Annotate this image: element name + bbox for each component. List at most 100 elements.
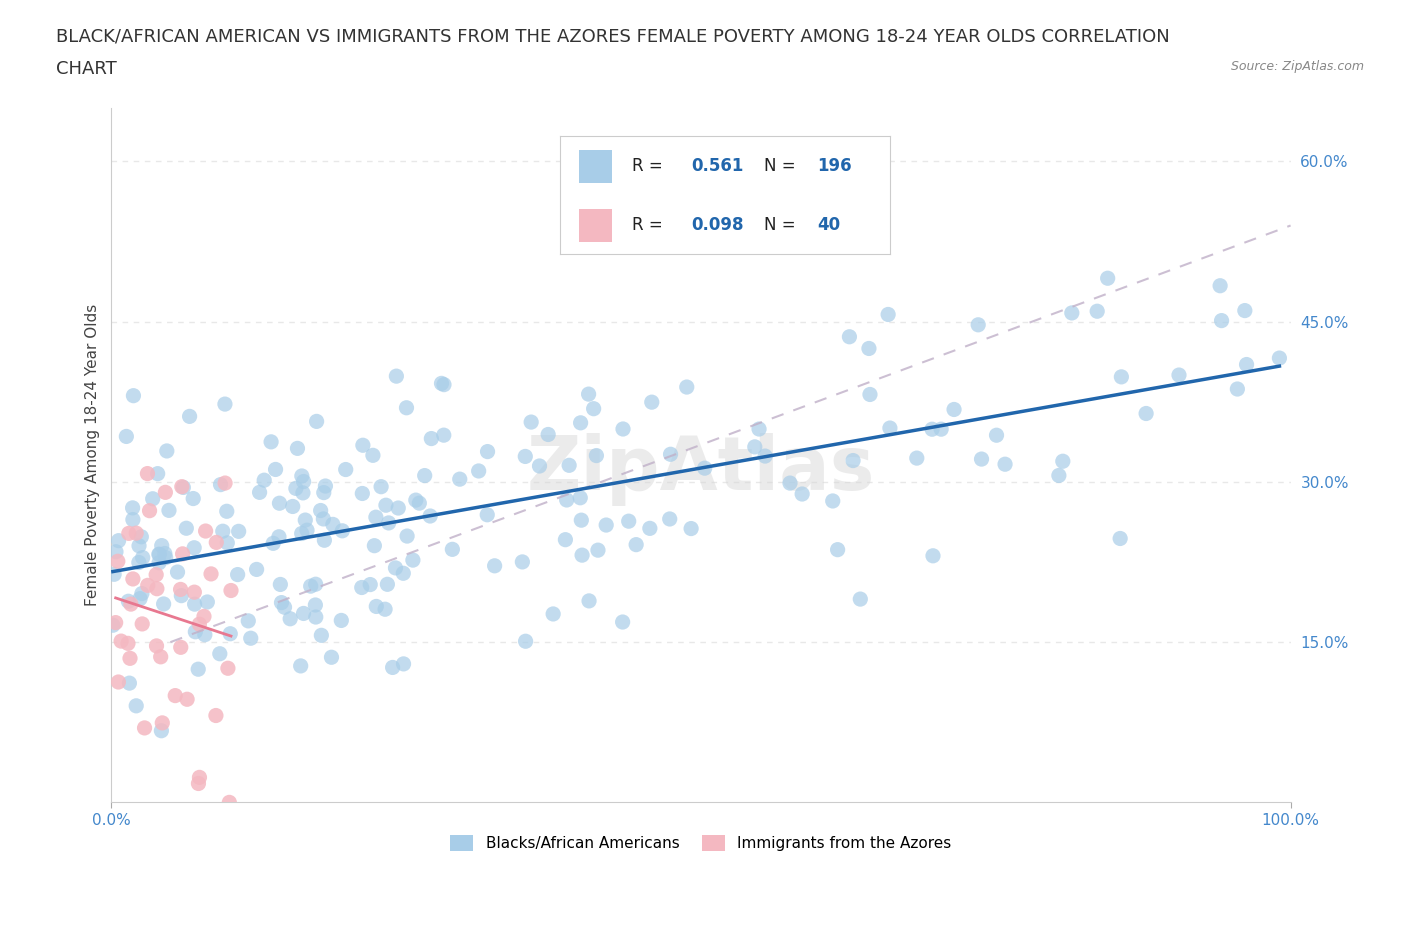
Point — [290, 658, 312, 673]
Point — [291, 526, 314, 541]
Point — [994, 457, 1017, 472]
Point — [555, 493, 578, 508]
Point — [128, 555, 150, 570]
Point — [571, 548, 593, 563]
Point — [118, 526, 141, 541]
Point — [281, 499, 304, 514]
Point — [330, 613, 353, 628]
Point — [188, 617, 211, 631]
Point — [1111, 369, 1133, 384]
Point — [748, 421, 770, 436]
Point — [363, 538, 385, 553]
Point — [172, 480, 194, 495]
Point — [287, 441, 309, 456]
Point — [986, 428, 1008, 443]
Point — [149, 649, 172, 664]
Point — [187, 662, 209, 677]
Point — [146, 581, 169, 596]
Point — [1226, 381, 1249, 396]
Point — [110, 633, 132, 648]
Point — [675, 379, 697, 394]
Point — [638, 521, 661, 536]
Point — [658, 512, 681, 526]
Point — [312, 512, 335, 526]
Point — [578, 593, 600, 608]
Point — [260, 434, 283, 449]
Point — [131, 551, 153, 565]
Point — [858, 341, 880, 356]
Point — [905, 451, 928, 466]
Point — [374, 602, 396, 617]
Point — [395, 400, 418, 415]
Point — [270, 595, 292, 610]
Point — [170, 640, 193, 655]
Point — [104, 615, 127, 630]
Point — [217, 536, 239, 551]
Point — [166, 565, 188, 579]
Point — [582, 401, 605, 416]
Point — [541, 606, 564, 621]
Point — [200, 566, 222, 581]
Point — [477, 508, 499, 523]
Text: Source: ZipAtlas.com: Source: ZipAtlas.com — [1230, 60, 1364, 73]
Point — [744, 440, 766, 455]
Point — [681, 521, 703, 536]
Point — [205, 535, 228, 550]
Point — [170, 479, 193, 494]
Point — [150, 724, 173, 738]
Point — [321, 650, 343, 665]
Point — [129, 591, 152, 606]
Point — [377, 577, 399, 591]
Point — [821, 494, 844, 509]
Point — [1268, 351, 1291, 365]
Point — [107, 674, 129, 689]
Point — [181, 491, 204, 506]
Point — [433, 378, 456, 392]
Point — [292, 606, 315, 621]
Point — [1209, 278, 1232, 293]
Point — [104, 544, 127, 559]
Point — [176, 521, 198, 536]
Point — [312, 485, 335, 500]
Point — [484, 558, 506, 573]
Point — [193, 609, 215, 624]
Point — [117, 594, 139, 609]
Point — [184, 624, 207, 639]
Point — [179, 409, 201, 424]
Point — [131, 617, 153, 631]
Point — [262, 536, 284, 551]
Point — [314, 479, 336, 494]
Text: BLACK/AFRICAN AMERICAN VS IMMIGRANTS FROM THE AZORES FEMALE POVERTY AMONG 18-24 : BLACK/AFRICAN AMERICAN VS IMMIGRANTS FRO… — [56, 28, 1170, 46]
Point — [148, 547, 170, 562]
Point — [1233, 303, 1256, 318]
Point — [569, 512, 592, 527]
Point — [970, 452, 993, 467]
Point — [586, 543, 609, 558]
Point — [595, 518, 617, 533]
Point — [142, 491, 165, 506]
Point — [879, 420, 901, 435]
Point — [842, 453, 865, 468]
Point — [659, 446, 682, 461]
Point — [569, 416, 592, 431]
Point — [187, 776, 209, 790]
Point — [101, 618, 124, 632]
Point — [1211, 313, 1233, 328]
Point — [309, 503, 332, 518]
Point — [370, 479, 392, 494]
Point — [612, 615, 634, 630]
Point — [311, 628, 333, 643]
Point — [314, 533, 336, 548]
Point — [693, 460, 716, 475]
Point — [148, 555, 170, 570]
Point — [295, 523, 318, 538]
Point — [136, 578, 159, 592]
Point — [405, 493, 427, 508]
Point — [330, 524, 353, 538]
Point — [364, 510, 387, 525]
Point — [169, 582, 191, 597]
Point — [1135, 406, 1157, 421]
Point — [1085, 304, 1108, 319]
Point — [477, 445, 499, 459]
Point — [1060, 305, 1083, 320]
